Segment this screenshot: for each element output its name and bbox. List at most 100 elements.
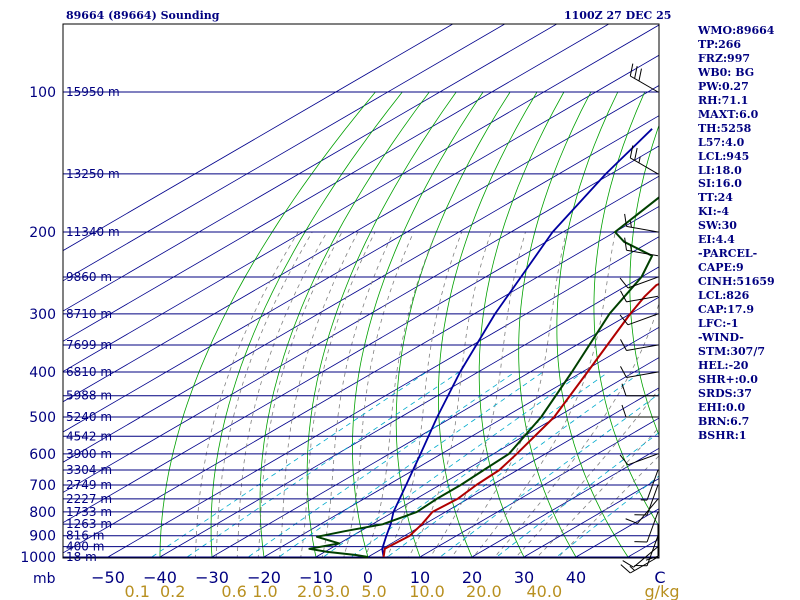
temperature-tick-label: −20	[247, 568, 281, 587]
index-item: BRN:6.7	[698, 414, 750, 428]
index-item: LCL:945	[698, 149, 750, 163]
mixing-ratio-label: 10.0	[409, 582, 445, 600]
moist-adiabat	[471, 231, 616, 558]
mixing-ratio-label: 0.6	[221, 582, 246, 600]
mixing-ratio-label: 2.0	[297, 582, 322, 600]
index-item: EI:4.4	[698, 233, 735, 247]
isotherm-line	[63, 24, 505, 282]
wind-barb	[634, 511, 659, 543]
index-item: TT:24	[698, 191, 733, 205]
pressure-label: 800	[29, 505, 56, 521]
index-item: EHI:0.0	[698, 400, 746, 414]
dry-adiabat	[556, 91, 630, 558]
wind-barb-flag	[620, 366, 627, 378]
wind-barb	[625, 498, 659, 524]
mixing-ratio-label: 0.2	[160, 582, 185, 600]
pressure-label: 700	[29, 478, 56, 494]
height-label: 3304 m	[66, 463, 112, 477]
wind-barb	[629, 63, 659, 93]
temperature-tick-label: −40	[143, 568, 177, 587]
isotherm-line	[418, 417, 659, 558]
wind-barb-flag	[629, 565, 635, 571]
temperature-tick-label: 0	[363, 568, 373, 587]
isotherm-line	[63, 54, 659, 403]
wind-barb-staff	[630, 556, 659, 574]
index-item: SHR+:0.0	[698, 372, 758, 386]
wind-barb-flag	[645, 555, 659, 561]
profiles	[308, 128, 659, 558]
wind-barb-flag	[629, 244, 632, 252]
wind-barb-flag	[629, 220, 632, 228]
index-item: TH:5258	[698, 121, 752, 135]
temperature-tick-label: −10	[299, 568, 333, 587]
wind-barb-flag	[620, 290, 627, 303]
pressure-label: 400	[29, 365, 56, 381]
dry-adiabat	[518, 91, 592, 558]
index-item: WMO:89664	[698, 24, 775, 37]
mixing-ratio-label: 40.0	[527, 582, 563, 600]
wind-barb-flag	[638, 68, 642, 82]
dry-adiabat	[629, 124, 659, 437]
moist-adiabat	[429, 231, 526, 558]
wind-barb	[620, 556, 659, 574]
temperature-unit-label: C	[654, 568, 665, 587]
index-item: FRZ:997	[698, 51, 751, 65]
wind-barb-flag	[634, 66, 638, 79]
isotherm-line	[63, 115, 659, 463]
index-item: CAPE:9	[698, 261, 744, 275]
height-label: 400 m	[66, 540, 104, 554]
dry-adiabat	[593, 91, 659, 527]
index-item: KI:-4	[698, 205, 729, 219]
moist-adiabat	[236, 231, 328, 558]
temperature-tick-label: 40	[566, 568, 586, 587]
index-item: SW:30	[698, 219, 737, 233]
moist-adiabat	[215, 231, 313, 558]
wind-barb-staff	[630, 157, 659, 175]
isotherm-line	[63, 24, 659, 372]
pressure-label: 100	[29, 85, 56, 101]
height-label: 13250 m	[66, 167, 120, 181]
dry-adiabat	[306, 91, 457, 558]
isobar-lines	[63, 91, 659, 558]
wind-barb	[621, 404, 658, 418]
height-label: 2749 m	[66, 478, 112, 492]
wind-barb-flag	[638, 156, 641, 163]
isotherm-line	[366, 387, 659, 558]
wind-barb-staff	[627, 453, 659, 466]
index-item: -WIND-	[698, 330, 744, 344]
index-item: MAXT:6.0	[698, 107, 759, 121]
wind-barbs	[619, 63, 659, 574]
pressure-label: 200	[29, 225, 56, 241]
index-item: L57:4.0	[698, 135, 745, 149]
moist-adiabat	[535, 426, 659, 558]
wind-barb-flag	[619, 277, 629, 289]
dry-adiabat	[795, 92, 800, 567]
wind-barb-flag	[629, 63, 634, 77]
moist-adiabat	[194, 231, 299, 558]
index-item: CAP:17.9	[698, 303, 755, 317]
isotherm-line	[63, 24, 609, 342]
dry-adiabat	[210, 91, 403, 558]
mixing-ratio-label: 20.0	[466, 582, 502, 600]
index-item: STM:307/7	[698, 344, 765, 358]
dry-adiabat	[159, 91, 376, 558]
index-item: BSHR:1	[698, 428, 747, 442]
wind-barb	[619, 453, 659, 466]
mixing-ratio-unit-label: g/kg	[645, 582, 680, 600]
stability-indices: WMO:89664 TP:266 FRZ:997 WB0: BG PW:0.27 RH:7…	[698, 24, 775, 443]
mixing-ratio-label: 5.0	[361, 582, 386, 600]
wind-barb	[620, 290, 659, 303]
temperature-tick-label: 30	[514, 568, 534, 587]
mixing-ratio-line	[554, 475, 659, 558]
wind-barb-staff	[626, 344, 659, 352]
index-item: SRDS:37	[698, 386, 752, 400]
temperature-line	[382, 282, 659, 558]
height-label: 8710 m	[66, 307, 112, 321]
height-label: 15950 m	[66, 85, 120, 99]
height-label: 11340 m	[66, 225, 120, 239]
wind-barb-staff	[626, 371, 659, 379]
isotherm-line	[210, 296, 659, 558]
index-item: RH:71.1	[698, 93, 749, 107]
